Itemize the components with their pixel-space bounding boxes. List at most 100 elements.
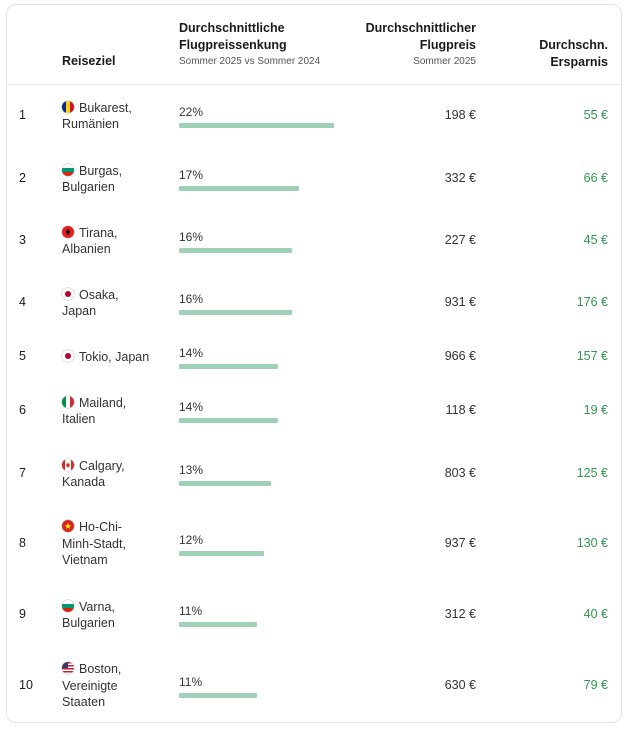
destination-line: Bukarest, — [62, 100, 132, 117]
destination-text: Burgas, — [79, 163, 123, 178]
destination-line: Burgas, — [62, 163, 122, 180]
avg-price-header-sub: Sommer 2025 — [413, 56, 476, 67]
decline-bar — [179, 186, 299, 191]
avg-price-value: 937 € — [444, 536, 476, 550]
column-header-savings: Durchschn. Ersparnis — [498, 37, 608, 71]
destination-text: Mailand, — [79, 395, 127, 410]
destination-text: Tirana, — [79, 225, 118, 240]
rank-number: 8 — [19, 536, 26, 550]
italy-flag-icon — [62, 395, 74, 408]
japan-flag-icon — [62, 287, 74, 300]
avg-price-header-line1: Durchschnittlicher — [365, 21, 476, 35]
avg-price-value: 198 € — [444, 108, 476, 122]
japan-flag-icon — [62, 349, 74, 362]
column-header-decline: Durchschnittliche Flugpreissenkung Somme… — [179, 20, 320, 68]
destination-line: Tokio, Japan — [62, 349, 149, 366]
avg-price-value: 312 € — [444, 607, 476, 621]
decline-percent-label: 14% — [179, 400, 204, 414]
destination-text: Staaten — [62, 695, 106, 710]
decline-bar — [179, 123, 334, 128]
albania-flag-icon — [62, 225, 74, 238]
avg-price-value: 118 € — [445, 403, 476, 417]
savings-value: 66 € — [583, 171, 608, 185]
destination-cell: Osaka, Japan — [62, 287, 119, 320]
romania-flag-icon — [62, 100, 74, 113]
decline-bar — [179, 622, 257, 627]
destination-text: Rumänien — [62, 117, 119, 131]
vietnam-flag-icon — [62, 520, 74, 533]
destination-text: Bukarest, — [79, 100, 132, 115]
savings-value: 130 € — [576, 536, 608, 550]
destination-line: Rumänien — [62, 116, 132, 133]
destination-text: Italien — [62, 412, 96, 426]
destination-line: Mailand, — [62, 395, 126, 412]
destination-text: Japan — [62, 304, 97, 318]
destination-line: Bulgarien — [62, 179, 122, 196]
bulgaria-flag-icon — [62, 599, 74, 612]
avg-price-header-line2: Flugpreis — [419, 38, 476, 52]
rank-number: 1 — [19, 108, 26, 122]
decline-bar — [179, 364, 278, 369]
rank-number: 4 — [19, 295, 26, 309]
decline-bar — [179, 248, 292, 253]
savings-value: 45 € — [583, 233, 608, 247]
destination-cell: Boston, Vereinigte Staaten — [62, 661, 121, 711]
destination-line: Ho-Chi- — [62, 519, 126, 536]
destination-line: Varna, — [62, 599, 115, 616]
rank-number: 6 — [19, 403, 26, 417]
rank-number: 2 — [19, 171, 26, 185]
destination-cell: Tokio, Japan — [62, 349, 149, 366]
rank-number: 7 — [19, 466, 26, 480]
savings-value: 55 € — [583, 108, 608, 122]
decline-header-sub: Sommer 2025 vs Sommer 2024 — [179, 56, 321, 67]
destination-line: Albanien — [62, 241, 117, 258]
bulgaria-flag-icon — [62, 163, 74, 176]
destination-line: Vereinigte — [62, 678, 121, 695]
decline-bar — [179, 481, 271, 486]
decline-percent-label: 17% — [179, 168, 204, 182]
usa-flag-icon — [62, 662, 74, 675]
decline-bar — [179, 310, 292, 315]
savings-value: 40 € — [583, 607, 608, 621]
destination-text: Calgary, — [79, 458, 125, 473]
rank-number: 9 — [19, 607, 26, 621]
destination-cell: Varna, Bulgarien — [62, 599, 115, 632]
destination-line: Tirana, — [62, 225, 117, 242]
destination-cell: Mailand, Italien — [62, 395, 126, 428]
rank-number: 3 — [19, 233, 26, 247]
avg-price-value: 803 € — [444, 466, 476, 480]
decline-header-line2: Flugpreissenkung — [179, 38, 287, 52]
avg-price-value: 630 € — [444, 678, 476, 692]
destination-text: Albanien — [62, 242, 111, 256]
destination-line: Boston, — [62, 661, 121, 678]
destination-text: Bulgarien — [62, 616, 115, 630]
destination-line: Vietnam — [62, 552, 126, 569]
destination-text: Kanada — [62, 475, 106, 489]
destination-text: Boston, — [79, 662, 122, 677]
destination-line: Japan — [62, 303, 119, 320]
header-divider — [6, 84, 622, 85]
savings-header-line2: Ersparnis — [550, 55, 608, 69]
destination-cell: Burgas, Bulgarien — [62, 163, 122, 196]
rank-number: 10 — [19, 678, 33, 692]
destination-cell: Calgary, Kanada — [62, 458, 125, 491]
destination-text: Varna, — [79, 599, 115, 614]
destination-line: Kanada — [62, 474, 125, 491]
destination-line: Staaten — [62, 694, 121, 711]
decline-percent-label: 13% — [179, 463, 204, 477]
canada-flag-icon — [62, 458, 74, 471]
savings-value: 157 € — [576, 349, 608, 363]
decline-percent-label: 11% — [179, 604, 203, 618]
savings-value: 125 € — [576, 466, 608, 480]
column-header-destination: Reiseziel — [62, 54, 116, 68]
decline-header-line1: Durchschnittliche — [179, 21, 285, 35]
decline-bar — [179, 551, 264, 556]
destination-line: Italien — [62, 411, 126, 428]
destination-cell: Ho-Chi- Minh-Stadt, Vietnam — [62, 519, 126, 569]
destination-text: Vereinigte — [62, 678, 118, 693]
destination-line: Bulgarien — [62, 615, 115, 632]
destination-text: Minh-Stadt, — [62, 536, 126, 551]
avg-price-value: 966 € — [444, 349, 476, 363]
destination-line: Minh-Stadt, — [62, 536, 126, 553]
decline-bar — [179, 418, 278, 423]
